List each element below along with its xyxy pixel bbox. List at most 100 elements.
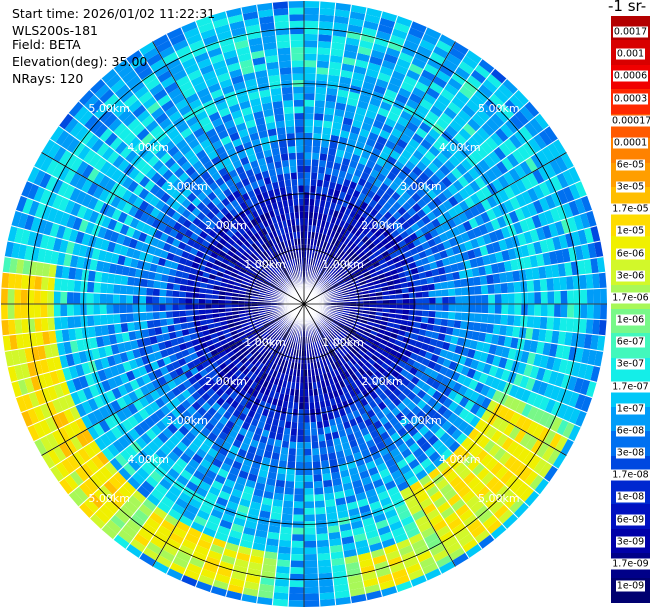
ppi-cell — [336, 359, 344, 367]
ppi-cell — [36, 373, 48, 390]
ppi-cell — [235, 361, 244, 370]
ppi-cell — [345, 280, 353, 286]
ppi-cell — [241, 224, 250, 233]
ppi-cell — [258, 510, 271, 519]
ppi-cell — [112, 439, 125, 454]
ppi-cell — [88, 210, 100, 224]
ppi-cell — [398, 544, 414, 557]
ppi-cell — [370, 271, 378, 278]
ppi-cell — [317, 34, 333, 42]
ppi-cell — [269, 330, 277, 337]
ppi-cell — [316, 421, 324, 429]
ppi-cell — [348, 132, 359, 142]
ppi-cell — [411, 509, 426, 522]
ppi-cell — [237, 218, 246, 228]
ppi-cell — [508, 458, 523, 474]
ppi-cell — [132, 104, 147, 118]
ppi-cell — [167, 128, 181, 141]
ppi-cell — [376, 135, 388, 146]
ppi-cell — [225, 590, 243, 601]
ppi-cell — [348, 17, 365, 27]
ppi-cell — [4, 241, 15, 258]
ppi-cell — [266, 314, 274, 319]
ppi-cell — [60, 316, 69, 330]
ppi-cell — [53, 290, 61, 304]
ppi-cell — [320, 331, 326, 339]
ppi-cell — [330, 280, 338, 287]
ppi-cell — [188, 273, 196, 281]
ppi-cell — [465, 494, 481, 509]
ppi-cell — [260, 364, 268, 373]
ppi-cell — [485, 168, 498, 182]
ppi-cell — [129, 80, 146, 95]
ppi-cell — [295, 382, 300, 390]
ppi-cell — [314, 273, 319, 281]
ppi-cell — [225, 229, 235, 238]
ppi-cell — [424, 568, 442, 581]
ppi-cell — [232, 564, 248, 575]
ppi-cell — [311, 454, 321, 462]
ppi-cell — [247, 268, 255, 275]
ppi-cell — [63, 408, 76, 424]
ppi-cell — [333, 247, 340, 255]
ppi-cell — [574, 197, 586, 215]
ppi-cell — [83, 149, 97, 165]
ppi-cell — [168, 331, 177, 340]
ppi-cell — [454, 66, 471, 81]
ppi-cell — [450, 371, 461, 382]
ppi-cell — [136, 127, 150, 141]
ppi-cell — [383, 543, 399, 555]
ppi-cell — [314, 341, 319, 349]
ppi-cell — [162, 168, 174, 181]
ppi-cell — [468, 379, 479, 391]
ppi-cell — [425, 418, 437, 430]
ppi-cell — [331, 339, 338, 347]
ppi-cell — [284, 480, 295, 489]
ppi-cell — [546, 277, 554, 292]
ppi-cell — [328, 356, 334, 365]
ppi-cell — [387, 111, 400, 123]
ppi-cell — [75, 417, 88, 433]
ppi-cell — [165, 235, 175, 246]
ppi-cell — [279, 413, 287, 422]
ppi-cell — [253, 454, 264, 464]
ppi-cell — [94, 508, 111, 525]
ppi-cell — [220, 374, 230, 384]
ppi-cell — [339, 283, 347, 288]
ppi-cell — [298, 396, 304, 403]
ppi-cell — [339, 130, 350, 139]
ppi-cell — [365, 109, 378, 120]
ppi-cell — [324, 319, 331, 325]
ppi-cell — [401, 314, 409, 321]
ppi-cell — [372, 237, 381, 246]
ppi-cell — [186, 321, 195, 329]
ppi-cell — [33, 232, 44, 248]
ppi-cell — [207, 550, 223, 561]
ppi-cell — [426, 485, 440, 498]
ppi-cell — [250, 262, 258, 270]
ppi-cell — [325, 351, 331, 359]
ppi-cell — [259, 577, 276, 586]
ppi-cell — [339, 320, 347, 325]
ppi-cell — [237, 246, 246, 255]
ppi-cell — [172, 290, 180, 298]
ppi-cell — [226, 500, 239, 511]
ppi-cell — [176, 182, 188, 194]
ppi-cell — [400, 319, 409, 326]
ppi-cell — [165, 207, 177, 218]
ppi-cell — [336, 233, 344, 242]
ppi-cell — [58, 196, 70, 212]
ppi-cell — [464, 399, 476, 412]
ppi-cell — [504, 474, 519, 490]
ppi-cell — [319, 400, 326, 409]
ppi-cell — [261, 320, 269, 325]
ppi-cell — [265, 538, 280, 547]
ppi-cell — [247, 333, 255, 340]
ppi-cell — [83, 478, 99, 494]
ppi-cell — [471, 131, 486, 146]
ppi-cell — [125, 74, 142, 89]
ppi-cell — [135, 376, 146, 388]
ppi-cell — [455, 304, 463, 313]
ppi-cell — [108, 262, 118, 275]
ppi-cell — [339, 331, 347, 338]
